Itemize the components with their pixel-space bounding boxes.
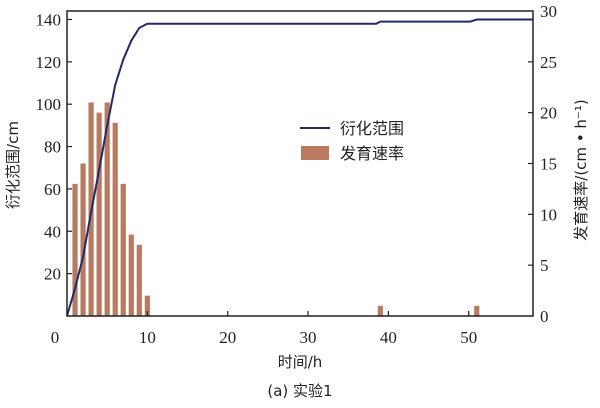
legend-bar-swatch (301, 146, 329, 160)
left-y-tick-label: 140 (36, 10, 62, 29)
right-y-tick-label: 10 (540, 205, 557, 224)
bar (144, 295, 150, 316)
bar (474, 305, 480, 316)
x-tick-label: 40 (380, 328, 397, 347)
right-y-tick-label: 20 (540, 104, 557, 123)
bar (80, 163, 86, 316)
bar (128, 234, 134, 316)
left-y-axis-title: 衍化范围/cm (4, 121, 22, 209)
right-y-axis-title: 发育速率/(cm • h⁻¹) (572, 99, 590, 240)
left-y-tick-label: 80 (44, 138, 61, 157)
bar (377, 305, 383, 316)
x-tick-label: 0 (51, 328, 60, 347)
right-y-tick-label: 30 (540, 2, 557, 21)
right-y-tick-label: 15 (540, 155, 557, 174)
right-y-tick-label: 5 (540, 256, 549, 275)
bar (96, 112, 102, 317)
x-axis: 0 10 20 30 40 50 (51, 311, 477, 347)
bar (104, 102, 110, 316)
left-y-axis: 20 40 60 80 100 120 140 (36, 10, 72, 284)
left-y-tick-label: 20 (44, 265, 61, 284)
bar (112, 122, 118, 316)
left-y-tick-label: 100 (36, 95, 62, 114)
right-y-axis: 0 5 10 15 20 25 30 (528, 2, 557, 326)
figure-caption: (a) 实验1 (267, 382, 332, 400)
legend-label-bar: 发育速率 (340, 144, 404, 163)
right-y-tick-label: 0 (540, 307, 549, 326)
left-y-tick-label: 120 (36, 53, 62, 72)
x-axis-title: 时间/h (278, 353, 323, 371)
legend: 衍化范围 发育速率 (300, 119, 404, 163)
x-tick-label: 30 (300, 328, 317, 347)
left-y-tick-label: 60 (44, 180, 61, 199)
bar (120, 183, 126, 316)
x-tick-label: 20 (219, 328, 236, 347)
x-tick-label: 10 (139, 328, 156, 347)
bar (136, 244, 142, 316)
legend-label-line: 衍化范围 (340, 119, 404, 138)
right-y-tick-label: 25 (540, 53, 557, 72)
bar (72, 183, 78, 316)
x-tick-label: 50 (460, 328, 477, 347)
line-series-evolution-range (66, 18, 533, 317)
bar-series-development-rate (72, 102, 480, 317)
left-y-tick-label: 40 (44, 222, 61, 241)
